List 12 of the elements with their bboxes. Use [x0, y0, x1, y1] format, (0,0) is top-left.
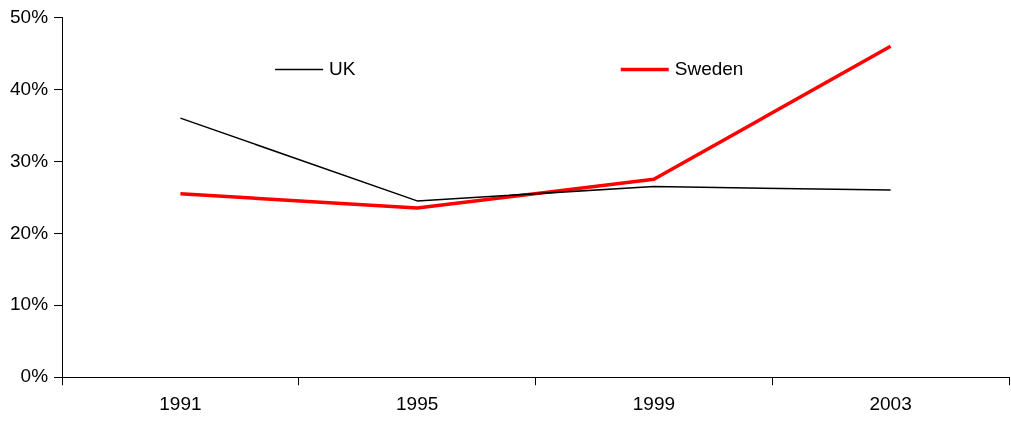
y-tick-label: 30% — [10, 149, 49, 171]
x-tick-label: 1999 — [632, 392, 676, 414]
legend-label: UK — [329, 57, 356, 79]
y-tick-label: 10% — [10, 293, 49, 315]
y-tick-label: 50% — [10, 5, 49, 27]
y-tick-label: 20% — [10, 221, 49, 243]
x-tick-label: 2003 — [869, 392, 912, 414]
y-tick-label: 0% — [20, 365, 49, 387]
x-tick-label: 1995 — [396, 392, 439, 414]
y-tick-label: 40% — [10, 77, 49, 99]
x-tick-label: 1991 — [159, 392, 202, 414]
legend-label: Sweden — [674, 57, 744, 79]
